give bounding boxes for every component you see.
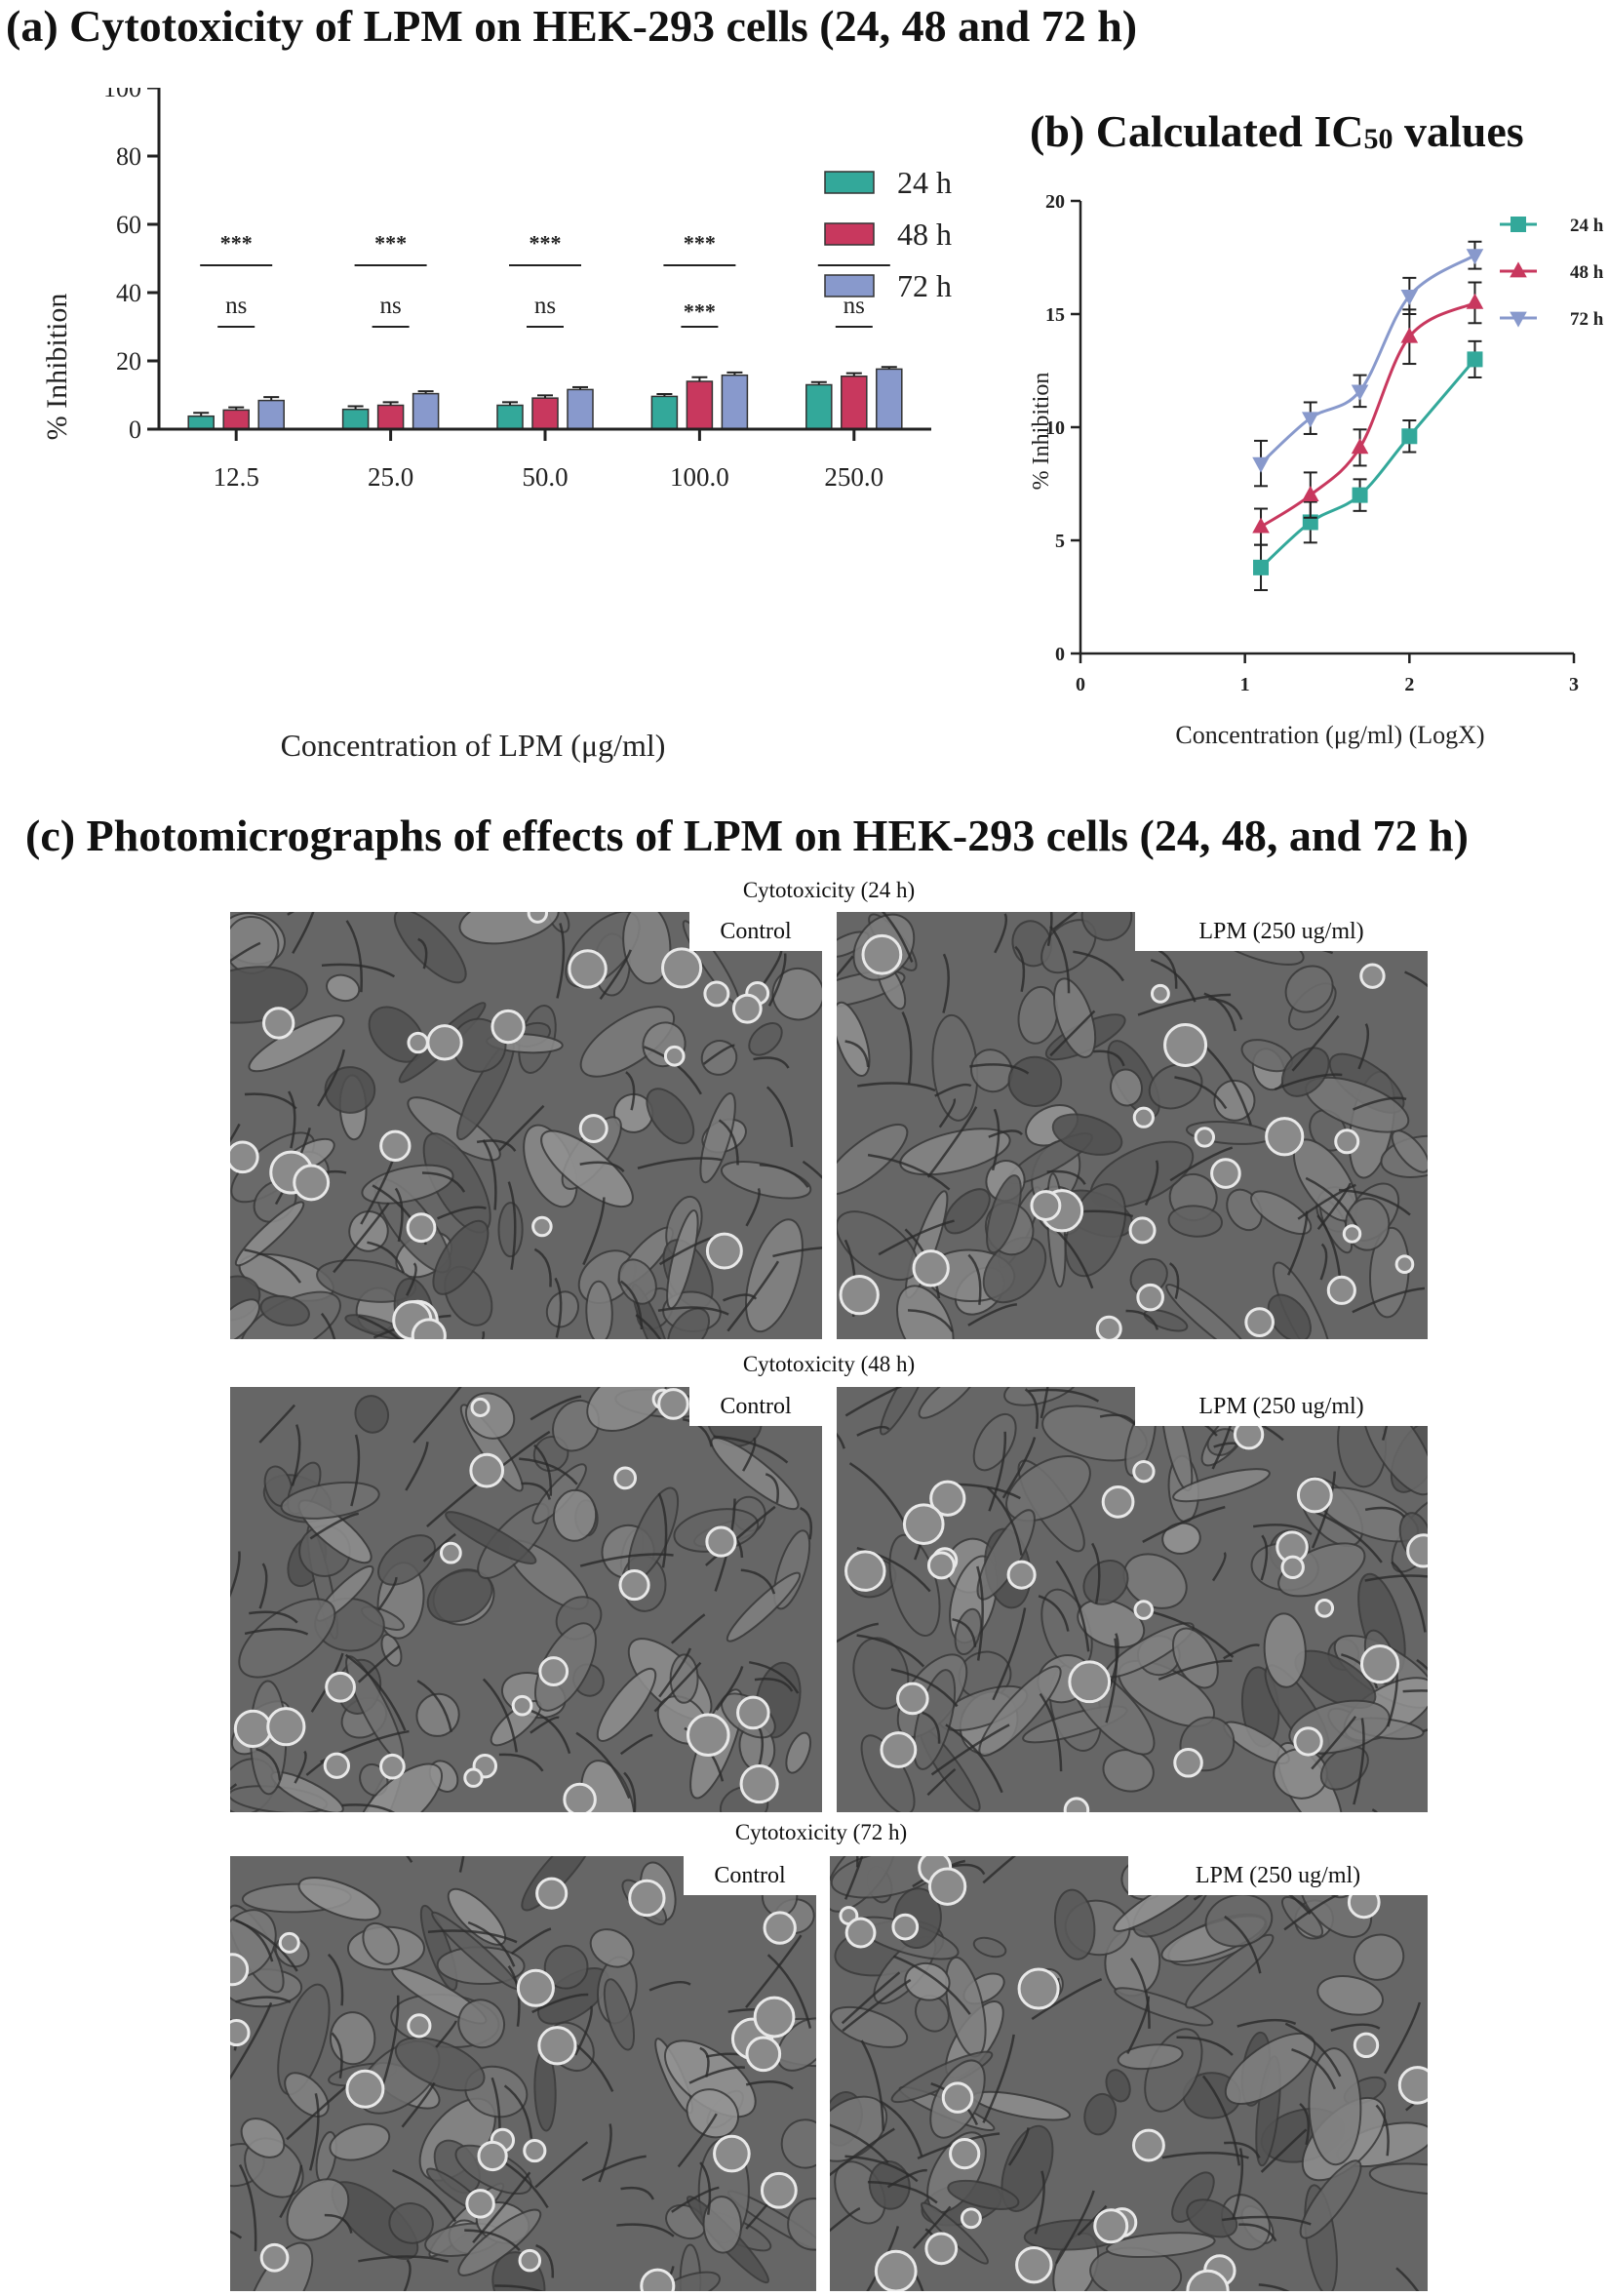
panel-b-data-point xyxy=(1466,293,1484,309)
panel-a-x-tick-label: 50.0 xyxy=(522,462,568,492)
panel-b-data-point xyxy=(1252,456,1270,473)
micrograph-control-24h: Control xyxy=(230,912,822,1339)
micrograph-treated-72h: LPM (250 ug/ml) xyxy=(830,1856,1428,2291)
panel-a-bar xyxy=(187,415,215,430)
panel-a-significance-upper: *** xyxy=(530,230,562,255)
panel-a-significance-upper: *** xyxy=(220,230,253,255)
panel-b-legend: 24 h 48 h 72 h xyxy=(1500,216,1604,330)
panel-b-legend-label: 72 h xyxy=(1570,309,1604,330)
panel-a-y-tick-label: 60 xyxy=(116,211,141,239)
panel-a-legend-swatch xyxy=(824,171,875,194)
panel-b-y-tick-label: 15 xyxy=(1045,304,1065,326)
panel-b-x-tick-label: 0 xyxy=(1076,674,1085,695)
panel-a-bar xyxy=(721,374,749,430)
panel-a-title: (a) Cytotoxicity of LPM on HEK-293 cells… xyxy=(6,1,1138,51)
panel-a-bar xyxy=(376,404,405,430)
panel-b-data-point xyxy=(1253,559,1270,575)
panel-a-bar xyxy=(341,408,370,430)
panel-b-series-line xyxy=(1260,358,1476,569)
panel-b-data-point xyxy=(1351,438,1369,455)
panel-b-x-tick-label: 2 xyxy=(1404,674,1414,695)
panel-a-bar xyxy=(222,409,250,430)
panel-b-y-tick-label: 5 xyxy=(1055,531,1065,552)
micrograph-control-48h: Control xyxy=(230,1387,822,1812)
micrograph-label-treated-72h: LPM (250 ug/ml) xyxy=(1128,1856,1428,1895)
panel-a-bar-chart: ***ns***ns***ns*********ns 0204060801001… xyxy=(41,88,952,763)
panel-a-significance-upper: *** xyxy=(684,230,716,255)
panel-b-line-chart: 0 5 10 15 20 0 1 2 3 % Inhibition Concentration … xyxy=(1029,191,1604,749)
panel-b-y-tick-label: 20 xyxy=(1045,191,1065,213)
panel-a-legend-swatch xyxy=(824,274,875,297)
panel-b-series-line xyxy=(1260,301,1476,529)
panel-b-x-tick-label: 1 xyxy=(1240,674,1250,695)
panel-a-bar xyxy=(412,392,440,430)
panel-b-legend-marker xyxy=(1510,261,1527,278)
panel-a-bar xyxy=(876,368,903,430)
micrograph-label-treated-24h: LPM (250 ug/ml) xyxy=(1135,912,1428,951)
panel-a-y-tick-label: 80 xyxy=(116,142,141,171)
panel-a-x-tick-label: 100.0 xyxy=(670,462,729,492)
micrograph-label-treated-48h: LPM (250 ug/ml) xyxy=(1135,1387,1428,1426)
panel-a-legend-label: 72 h xyxy=(897,268,952,303)
micrograph-label-control-24h: Control xyxy=(689,912,822,951)
panel-a-significance-lower: ns xyxy=(844,293,865,319)
panel-b-data-point xyxy=(1252,517,1270,534)
panel-a-bar xyxy=(841,376,868,430)
panel-b-x-tick-label: 3 xyxy=(1569,674,1579,695)
panel-a-significance-lower: *** xyxy=(684,298,716,323)
panel-b-data-point xyxy=(1400,327,1419,343)
micrograph-caption-24h: Cytotoxicity (24 h) xyxy=(742,878,916,902)
panel-b-data-point xyxy=(1301,486,1319,501)
panel-a-bar xyxy=(531,397,559,430)
micrograph-caption-72h: Cytotoxicity (72 h) xyxy=(734,1820,908,1844)
panel-b-legend-label: 24 h xyxy=(1570,216,1604,236)
micrograph-treated-24h: LPM (250 ug/ml) xyxy=(837,912,1428,1339)
panel-a-x-tick-label: 25.0 xyxy=(368,462,413,492)
panel-a-y-tick-label: 0 xyxy=(129,416,141,444)
panel-b-y-tick-label: 10 xyxy=(1045,417,1065,439)
panel-a-legend-label: 24 h xyxy=(897,165,952,200)
panel-b-legend-marker xyxy=(1511,217,1526,232)
panel-c-title: (c) Photomicrographs of effects of LPM o… xyxy=(25,811,1469,860)
panel-a-legend: 24 h 48 h 72 h xyxy=(824,165,952,303)
panel-a-x-tick-label: 250.0 xyxy=(824,462,883,492)
panel-b-legend-marker xyxy=(1510,311,1527,328)
micrograph-treated-48h: LPM (250 ug/ml) xyxy=(837,1387,1428,1812)
panel-a-y-tick-label: 100 xyxy=(103,88,141,102)
panel-a-y-tick-label: 40 xyxy=(116,279,141,307)
panel-a-y-tick-label: 20 xyxy=(116,347,141,376)
panel-a-bar xyxy=(650,395,679,430)
panel-b-title: (b) Calculated IC50 values xyxy=(1030,106,1524,156)
panel-b-data-point xyxy=(1351,384,1369,401)
panel-b-y-axis-label: % Inhibition xyxy=(1029,373,1054,491)
panel-a-bar xyxy=(257,399,285,430)
panel-a-x-tick-label: 12.5 xyxy=(214,462,259,492)
micrograph-caption-48h: Cytotoxicity (48 h) xyxy=(742,1352,916,1376)
panel-b-data-point xyxy=(1301,412,1319,428)
panel-b-y-tick-label: 0 xyxy=(1055,644,1065,665)
panel-a-significance-lower: ns xyxy=(225,293,247,319)
panel-a-x-axis-label: Concentration of LPM (μg/ml) xyxy=(281,728,666,763)
panel-a-legend-swatch xyxy=(824,222,875,246)
panel-a-bar xyxy=(805,383,833,430)
panel-a-significance-lower: ns xyxy=(534,293,556,319)
panel-b-data-point xyxy=(1400,290,1419,306)
panel-b-legend-label: 48 h xyxy=(1570,262,1604,283)
panel-b-data-point xyxy=(1352,487,1368,503)
panel-b-data-point xyxy=(1466,249,1484,265)
panel-a-bar xyxy=(496,404,524,430)
panel-a-significance-lower: ns xyxy=(379,293,401,319)
panel-a-bar xyxy=(567,388,594,430)
panel-b-data-point xyxy=(1467,351,1483,368)
micrograph-control-72h: Control xyxy=(230,1856,816,2291)
panel-a-significance-upper: *** xyxy=(374,230,407,255)
micrograph-label-control-72h: Control xyxy=(684,1856,816,1895)
micrograph-label-control-48h: Control xyxy=(689,1387,822,1426)
panel-a-legend-label: 48 h xyxy=(897,217,952,252)
panel-b-x-axis-label: Concentration (μg/ml) (LogX) xyxy=(1175,721,1484,749)
panel-a-bar xyxy=(686,380,714,430)
panel-a-y-axis-label: % Inhibition xyxy=(41,294,73,441)
panel-b-data-point xyxy=(1401,428,1418,445)
